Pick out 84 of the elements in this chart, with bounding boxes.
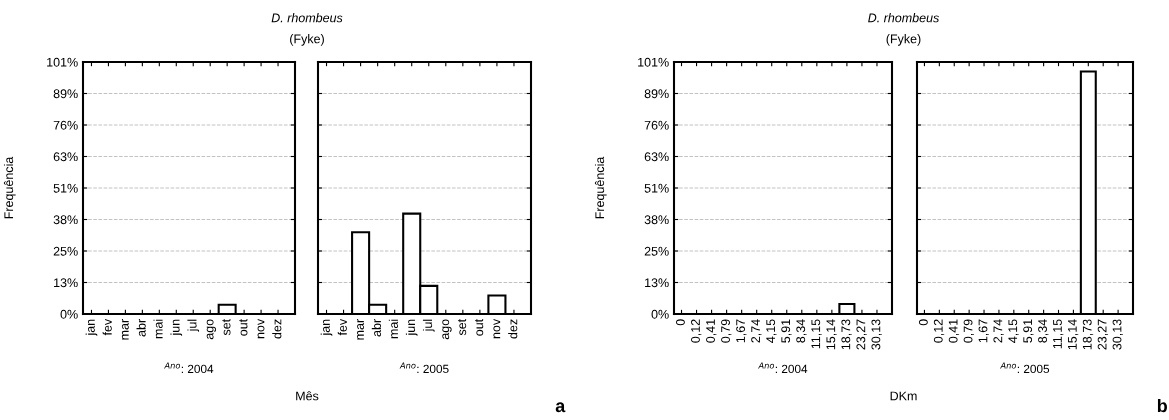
chart-title: D. rhombeus — [868, 13, 940, 23]
text: $^{Ano}$: 2005 — [399, 362, 449, 374]
x-tick-label: nov — [257, 318, 265, 339]
x-tick-label: 0 — [918, 319, 928, 326]
x-tick-label: ago — [206, 319, 217, 340]
x-tick-label: 23,27 — [1097, 319, 1109, 350]
text: a — [555, 402, 566, 413]
y-tick-label: 76% — [644, 120, 669, 130]
y-axis-title: Frequência — [3, 156, 16, 219]
x-axis-title: DKm — [890, 391, 917, 401]
x-tick-label: 0,41 — [948, 319, 960, 343]
x-tick-label: 0,79 — [963, 319, 974, 343]
x-tick-label: out — [475, 318, 484, 336]
x-tick-label: 0,79 — [721, 319, 732, 343]
y-axis-title: Frequência — [594, 156, 607, 219]
x-tick-label: 30,13 — [1112, 319, 1123, 350]
x-tick-label: set — [457, 318, 467, 336]
x-tick-label: 2,74 — [993, 319, 1004, 343]
x-tick-label: jun — [405, 319, 418, 336]
text: $^{Ano}$: 2005 — [1000, 362, 1050, 374]
x-tick-label: out — [239, 318, 248, 336]
x-tick-label: 0,12 — [691, 319, 702, 343]
x-tick-label: jun — [170, 319, 183, 336]
x-tick-label: abr — [136, 319, 146, 337]
y-tick-label: 13% — [54, 278, 78, 288]
y-tick-label: 63% — [53, 152, 78, 162]
y-tick-label: 0% — [60, 309, 78, 319]
text: b — [1157, 398, 1167, 413]
x-tick-label: 2,74 — [751, 319, 762, 343]
chart-subtitle: (Fyke) — [290, 34, 324, 46]
chart-subtitle: (Fyke) — [886, 34, 921, 46]
x-tick-label: 18,73 — [841, 319, 852, 350]
x-tick-label: mar — [357, 319, 364, 340]
x-tick-label: abr — [371, 319, 381, 337]
x-tick-label: 23,27 — [856, 319, 867, 350]
x-tick-label: 1,67 — [978, 319, 989, 343]
x-tick-label: 15,14 — [1068, 319, 1079, 350]
x-tick-label: 4,15 — [766, 319, 777, 343]
x-tick-label: 4,15 — [1008, 319, 1019, 343]
x-tick-label: fev — [337, 318, 347, 336]
y-tick-label: 76% — [53, 120, 78, 130]
x-tick-label: 11,15 — [811, 319, 822, 349]
y-tick-label: 89% — [53, 89, 78, 99]
x-tick-label: 30,13 — [871, 319, 882, 350]
y-tick-label: 25% — [644, 246, 669, 256]
x-tick-label: ago — [442, 319, 452, 340]
y-tick-label: 38% — [644, 215, 669, 225]
x-tick-label: 15,14 — [826, 319, 837, 350]
x-tick-label: 0 — [676, 319, 685, 326]
x-tick-label: 0,12 — [933, 319, 945, 343]
x-tick-label: 11,15 — [1053, 319, 1064, 349]
text: $^{Ano}$: 2004 — [164, 362, 214, 374]
x-tick-label: dez — [508, 319, 518, 339]
text: $^{Ano}$: 2004 — [758, 362, 808, 374]
x-tick-label: mai — [388, 319, 399, 339]
x-tick-label: jan — [320, 319, 333, 336]
y-tick-label: 0% — [651, 309, 669, 319]
y-tick-label: 101% — [638, 57, 669, 67]
x-tick-label: nov — [493, 318, 501, 339]
x-tick-label: 0,41 — [706, 319, 717, 343]
x-tick-label: 1,67 — [736, 319, 747, 343]
y-tick-label: 51% — [53, 183, 78, 193]
x-tick-label: dez — [272, 319, 282, 339]
y-tick-label: 89% — [644, 89, 669, 99]
x-tick-label: 5,91 — [1023, 319, 1034, 343]
y-tick-label: 13% — [645, 278, 669, 288]
x-tick-label: 8,34 — [796, 319, 807, 343]
chart-title: D. rhombeus — [271, 13, 343, 23]
y-tick-label: 101% — [47, 57, 78, 67]
x-tick-label: jul — [187, 319, 200, 332]
x-tick-label: mar — [121, 319, 129, 340]
y-tick-label: 51% — [644, 183, 669, 193]
x-tick-label: mai — [153, 319, 163, 339]
x-tick-label: jan — [85, 319, 98, 336]
x-axis-title: Mês — [296, 391, 319, 401]
x-tick-label: set — [222, 318, 231, 336]
y-tick-label: 38% — [53, 215, 78, 225]
y-tick-label: 63% — [644, 152, 669, 162]
x-tick-label: jul — [422, 319, 435, 332]
y-tick-label: 25% — [53, 246, 78, 256]
x-tick-label: 18,73 — [1082, 319, 1094, 350]
x-tick-label: 5,91 — [781, 319, 792, 343]
x-tick-label: 8,34 — [1038, 319, 1049, 343]
x-tick-label: fev — [102, 318, 112, 336]
